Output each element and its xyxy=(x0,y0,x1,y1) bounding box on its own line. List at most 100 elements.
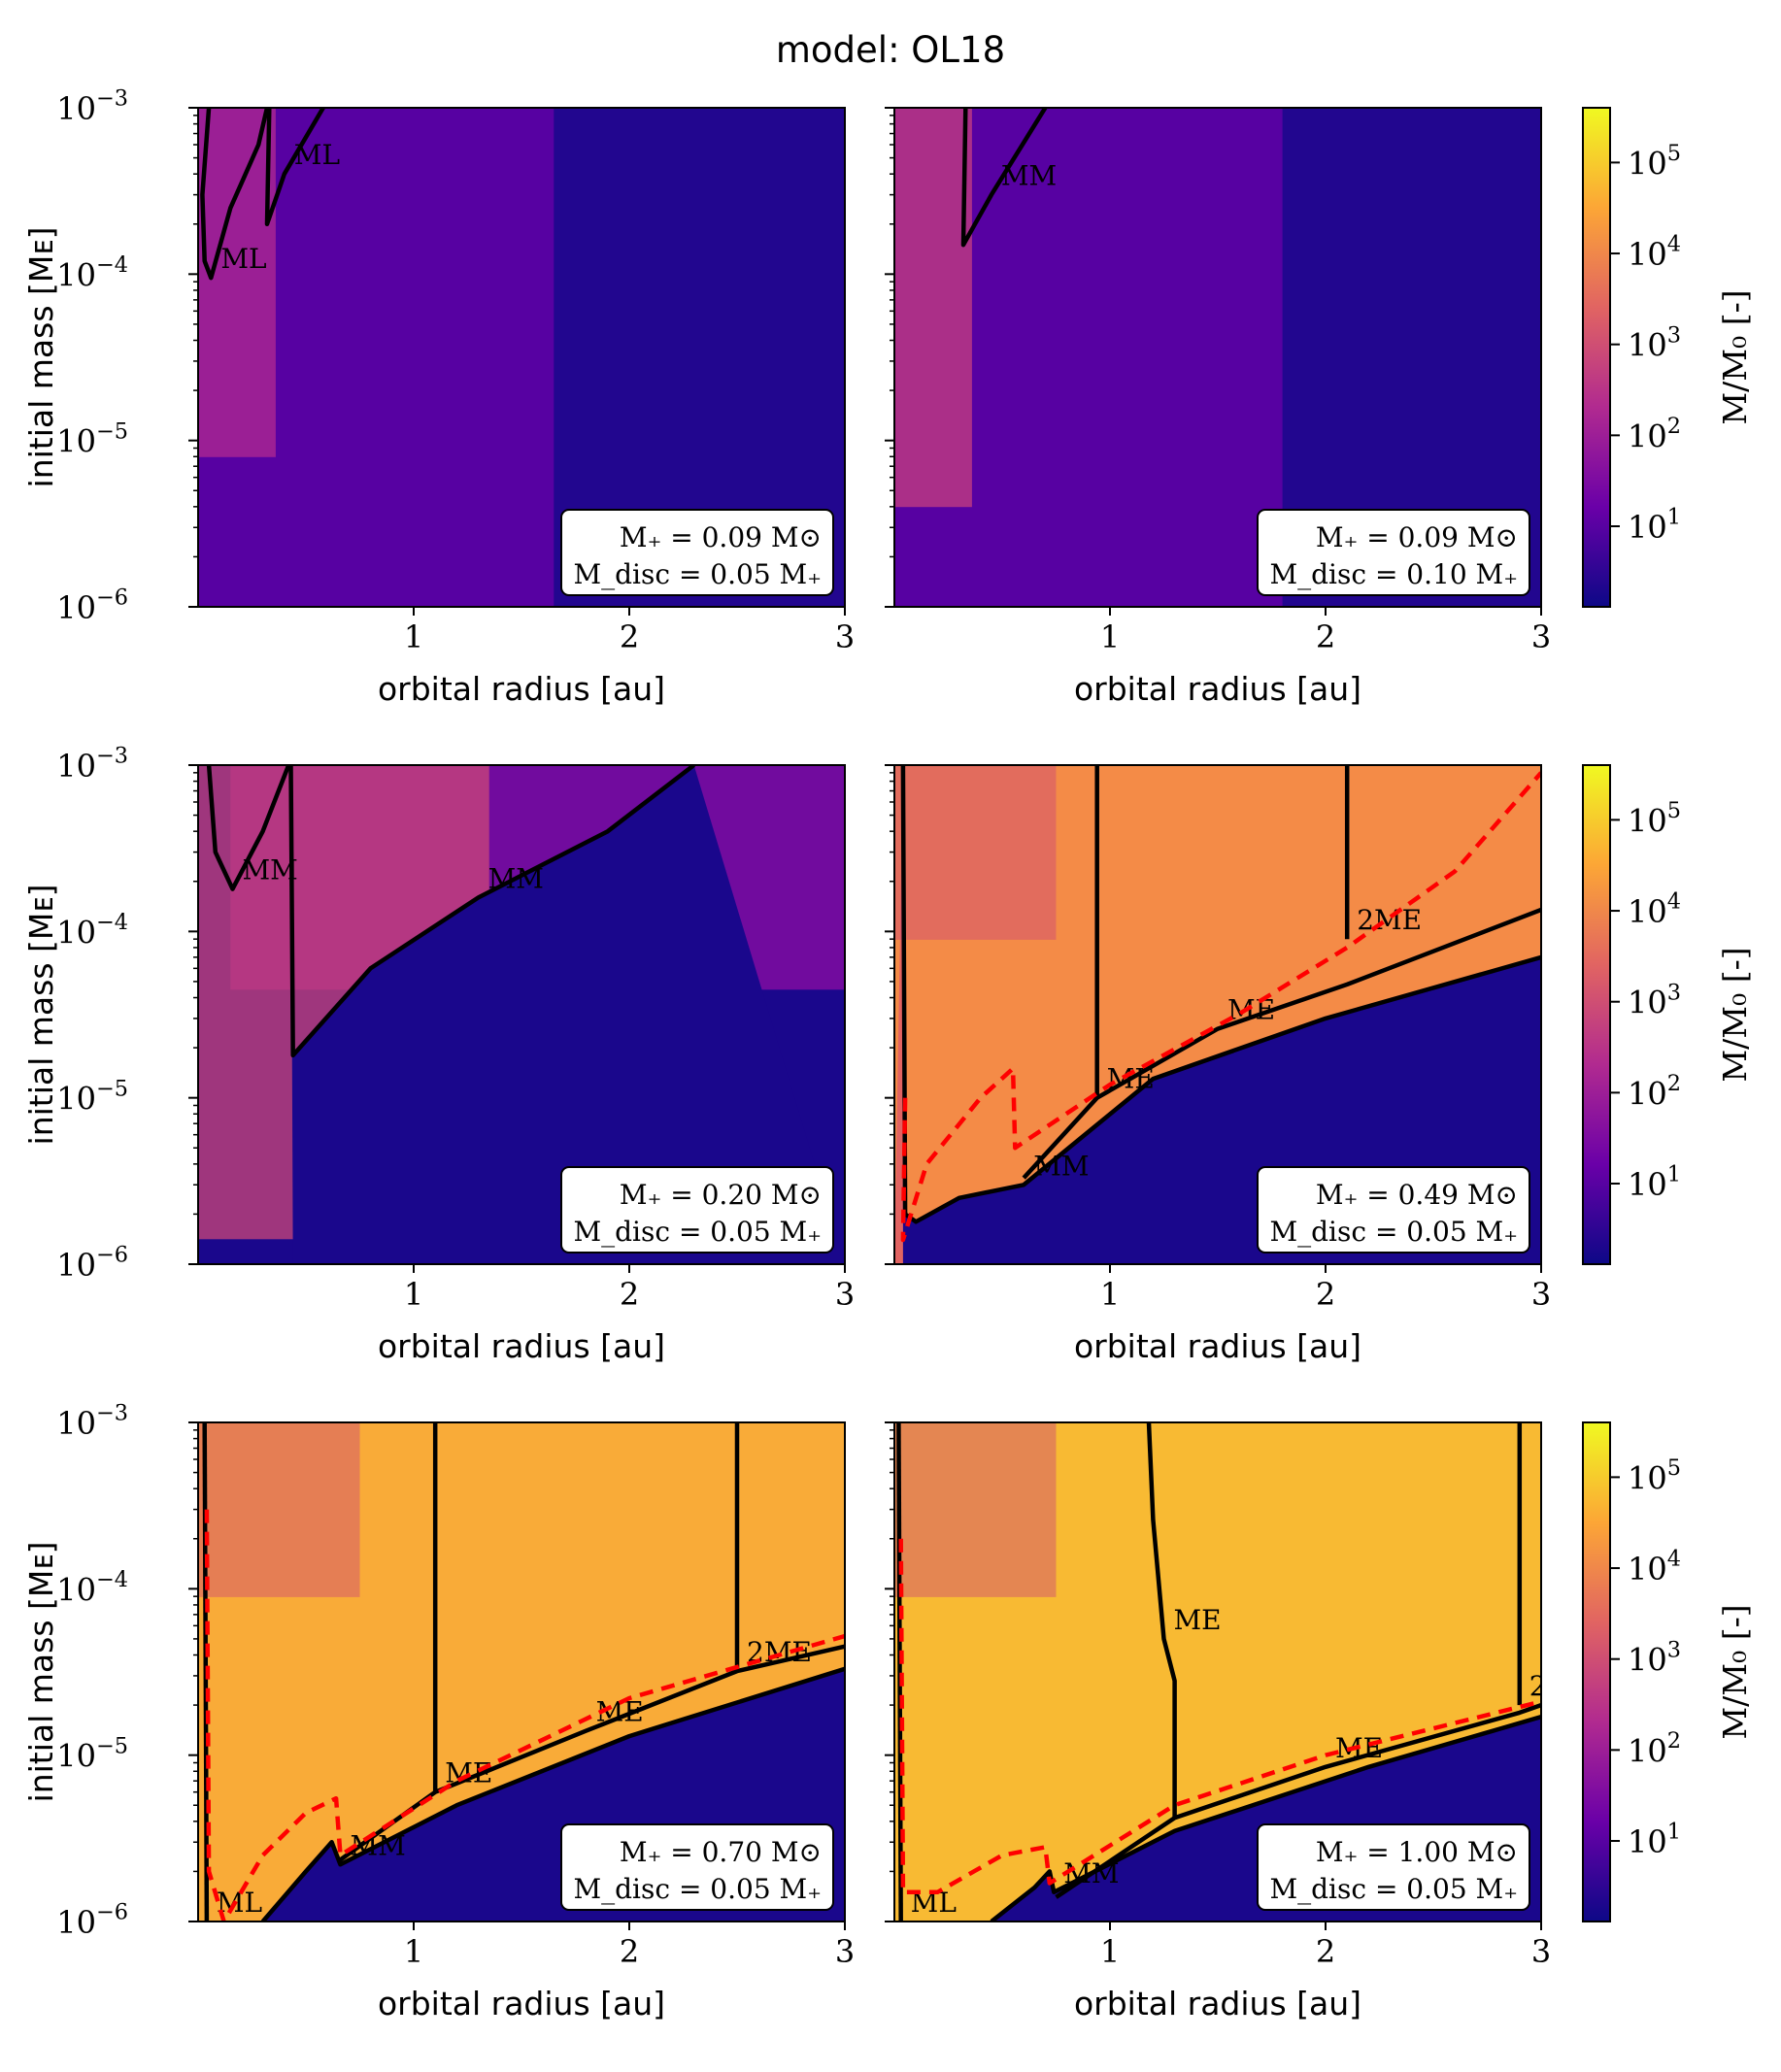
colorbar-tick-label: 103 xyxy=(1628,980,1681,1020)
y-tick-label: 10−5 xyxy=(56,1076,128,1117)
annotation-mstar: M₊ = 0.20 M⊙ xyxy=(620,1179,822,1211)
contour-line xyxy=(1146,1422,1177,1819)
heatmap-band xyxy=(198,1422,360,1597)
colorbar-gradient xyxy=(1582,107,1611,608)
x-tick-label: 1 xyxy=(404,1276,423,1313)
contour-line xyxy=(260,1666,845,1922)
contour-line xyxy=(896,1422,903,1922)
colorbar-label: M/M₀ [-] xyxy=(1716,289,1754,424)
colorbar-tick-label: 105 xyxy=(1628,141,1681,182)
colorbar-tick-label: 104 xyxy=(1628,1547,1681,1587)
dashed-contour xyxy=(898,1538,1541,1895)
contour-line xyxy=(900,765,1541,1224)
y-tick-label: 10−3 xyxy=(56,1401,128,1442)
y-tick-label: 10−3 xyxy=(56,744,128,785)
y-axis-label: initial mass [Mᴇ] xyxy=(22,1542,60,1803)
y-tick-label: 10−5 xyxy=(56,1733,128,1774)
contour-label: 2ME xyxy=(1529,1670,1595,1702)
annotation-mstar: M₊ = 1.00 M⊙ xyxy=(1316,1836,1518,1868)
axes-frame xyxy=(197,764,846,1265)
colorbar-tick-label: 102 xyxy=(1628,1071,1681,1112)
x-tick-label: 2 xyxy=(1316,1933,1335,1970)
contour-label: MM xyxy=(1063,1857,1119,1889)
dashed-contour xyxy=(900,771,1541,1243)
heatmap-band xyxy=(894,1422,1057,1597)
contour-line xyxy=(264,108,325,227)
y-tick-label: 10−3 xyxy=(56,86,128,127)
contour-label: MM xyxy=(488,862,544,894)
contour-line xyxy=(288,765,695,1058)
contour-label: ML xyxy=(294,139,340,171)
annotation-mstar: M₊ = 0.70 M⊙ xyxy=(620,1836,822,1868)
heatmap-band xyxy=(198,108,276,457)
colorbar-gradient xyxy=(1582,764,1611,1265)
y-axis-label: initial mass [Mᴇ] xyxy=(22,227,60,488)
heatmap-growth-region xyxy=(198,1422,845,1922)
contour-label: 2ME xyxy=(1357,904,1422,936)
contour-label: MM xyxy=(243,854,298,886)
x-tick-label: 1 xyxy=(1100,618,1120,655)
x-tick-label: 1 xyxy=(1100,1276,1120,1313)
panel-row1-right: MM 1 2 3 orbital radius [au] M₊ = 0.09 M⊙ M_di… xyxy=(885,107,1551,708)
heatmap-no-growth-region xyxy=(902,765,1541,1264)
colorbar-tick-label: 101 xyxy=(1628,1162,1681,1203)
x-tick-label: 1 xyxy=(1100,1933,1120,1970)
annotation-box xyxy=(1257,1823,1530,1911)
colorbar-tick-label: 103 xyxy=(1628,1637,1681,1678)
contour-line xyxy=(1022,907,1541,1180)
colorbar-gradient xyxy=(1582,1421,1611,1922)
annotation-mdisc: M_disc = 0.05 M₊ xyxy=(1269,1216,1518,1248)
annotation-box xyxy=(1257,509,1530,596)
x-axis-label: orbital radius [au] xyxy=(378,670,665,708)
x-axis-label: orbital radius [au] xyxy=(1074,1985,1361,2022)
axes-frame xyxy=(893,1421,1542,1922)
x-tick-label: 3 xyxy=(1531,1933,1551,1970)
colorbar-tick-label: 105 xyxy=(1628,798,1681,839)
heatmap-area: ML ML xyxy=(198,108,845,607)
x-axis-label: orbital radius [au] xyxy=(378,1985,665,2022)
x-axis-label: orbital radius [au] xyxy=(378,1327,665,1365)
annotation-mstar: M₊ = 0.09 M⊙ xyxy=(620,521,822,553)
colorbar-label: M/M₀ [-] xyxy=(1716,1604,1754,1739)
axes-frame xyxy=(893,764,1542,1265)
colorbar-tick-label: 103 xyxy=(1628,322,1681,363)
annotation-mdisc: M_disc = 0.10 M₊ xyxy=(1269,558,1518,590)
colorbar-tick-label: 101 xyxy=(1628,1820,1681,1860)
x-tick-label: 2 xyxy=(620,1933,639,1970)
annotation-mdisc: M_disc = 0.05 M₊ xyxy=(1269,1873,1518,1905)
x-tick-label: 1 xyxy=(404,618,423,655)
colorbar-tick-label: 105 xyxy=(1628,1455,1681,1496)
x-tick-label: 1 xyxy=(404,1933,423,1970)
x-tick-label: 3 xyxy=(1531,1276,1551,1313)
y-tick-label: 10−6 xyxy=(56,1900,128,1941)
annotation-mstar: M₊ = 0.49 M⊙ xyxy=(1316,1179,1518,1211)
contour-line xyxy=(200,108,270,281)
heatmap-no-growth-region xyxy=(290,765,845,1264)
x-axis-label: orbital radius [au] xyxy=(1074,670,1361,708)
contour-line xyxy=(990,1715,1541,1922)
figure-title: model: OL18 xyxy=(776,29,1005,71)
heatmap-band xyxy=(894,765,1057,940)
annotation-box xyxy=(560,1823,834,1911)
colorbar-row1: 101 102 103 104 105 M/M₀ [-] xyxy=(1582,107,1754,608)
y-tick-label: 10−4 xyxy=(56,910,128,951)
contour-label: MM xyxy=(1001,160,1057,192)
x-tick-label: 2 xyxy=(1316,1276,1335,1313)
annotation-box xyxy=(1257,1166,1530,1253)
colorbar-row3: 101 102 103 104 105 M/M₀ [-] xyxy=(1582,1421,1754,1922)
y-tick-label: 10−4 xyxy=(56,252,128,293)
x-tick-label: 2 xyxy=(1316,618,1335,655)
colorbar-tick-label: 104 xyxy=(1628,232,1681,273)
x-tick-label: 3 xyxy=(1531,618,1551,655)
contour-label: MM xyxy=(1033,1150,1089,1182)
colorbar-row2: 101 102 103 104 105 M/M₀ [-] xyxy=(1582,764,1754,1265)
x-tick-label: 3 xyxy=(835,1933,855,1970)
y-tick-label: 10−4 xyxy=(56,1567,128,1608)
colorbar-tick-label: 101 xyxy=(1628,505,1681,546)
colorbar-tick-label: 104 xyxy=(1628,889,1681,930)
colorbar-tick-label: 102 xyxy=(1628,414,1681,454)
